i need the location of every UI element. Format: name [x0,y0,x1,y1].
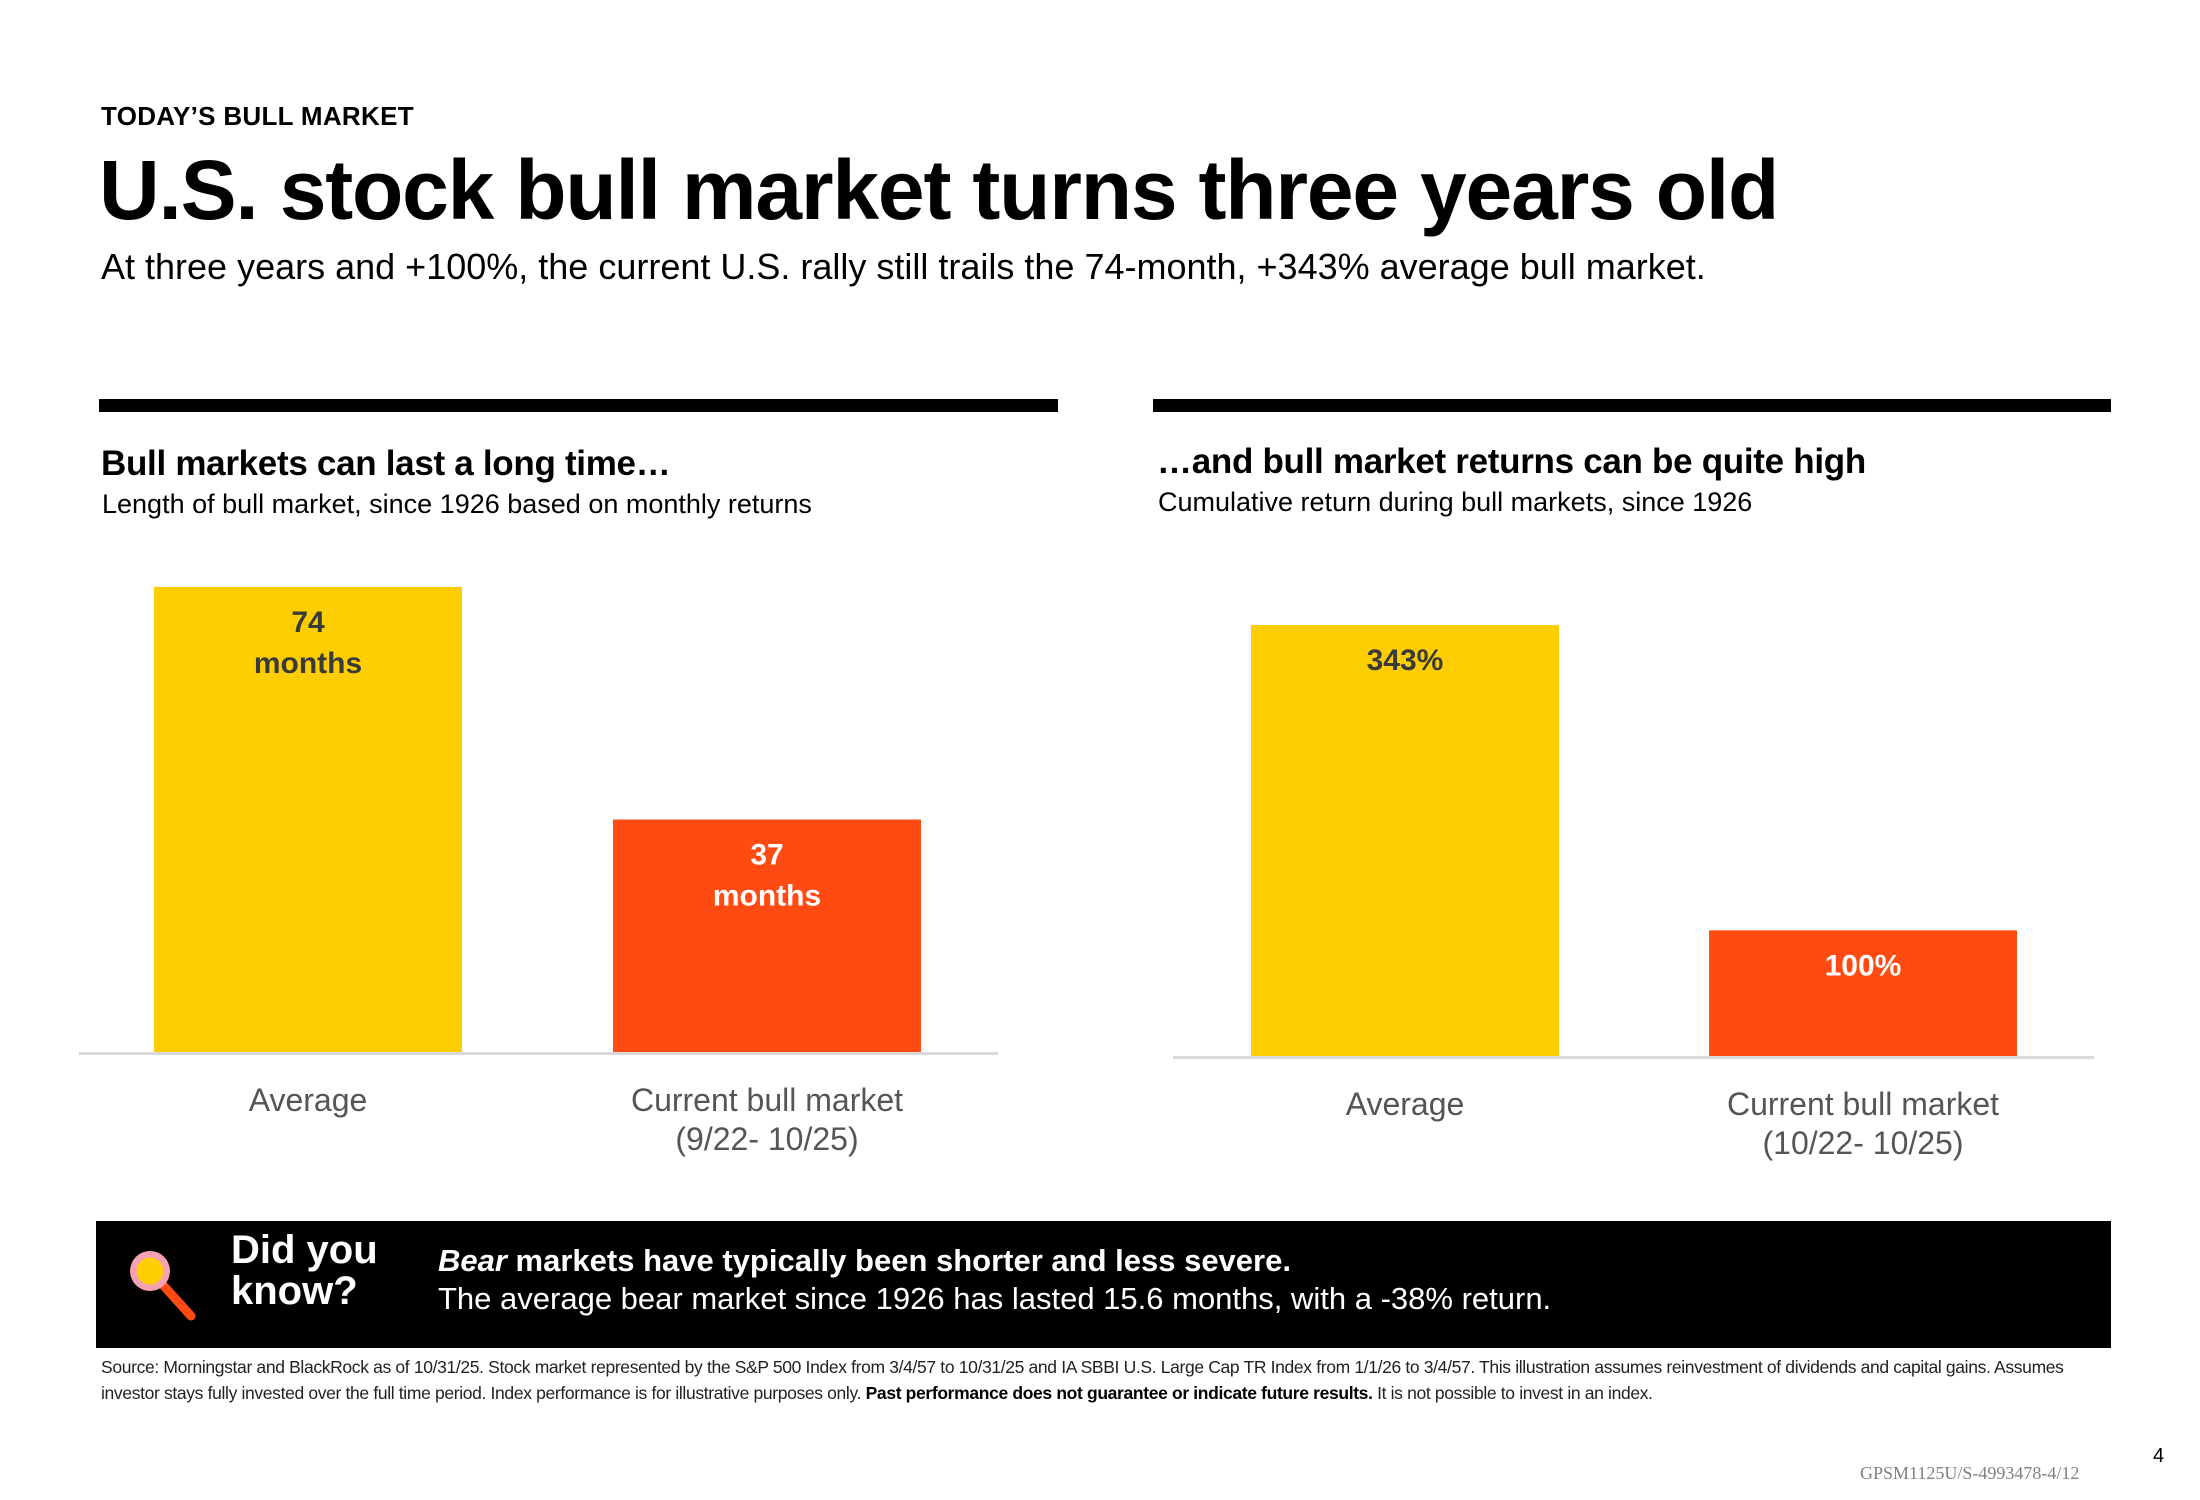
chart1-bar-average [154,587,462,1052]
right-chart-subtitle: Cumulative return during bull markets, s… [1158,487,1753,517]
magnifier-icon [130,1251,196,1321]
left-chart-title: Bull markets can last a long time… [101,444,671,483]
chart2-value-label-average: 343% [1367,644,1444,677]
left-chart-subtitle: Length of bull market, since 1926 based … [102,489,812,519]
footnote-text-end: It is not possible to invest in an index… [1372,1383,1653,1403]
chart1-category-label-average: Average [249,1082,368,1118]
footnote-text: Source: Morningstar and BlackRock as of … [101,1357,2064,1403]
did-you-know-headline-emphasis: Bear [438,1243,507,1278]
chart1-value-label-average: months [254,647,362,680]
source-footnote: Source: Morningstar and BlackRock as of … [101,1354,2111,1406]
page-title: U.S. stock bull market turns three years… [99,143,1779,237]
chart1-value-label-current: 37 [750,839,783,872]
page-subtitle: At three years and +100%, the current U.… [101,246,1706,287]
did-you-know-banner [96,1221,2111,1348]
did-you-know-body: The average bear market since 1926 has l… [438,1281,1552,1316]
chart1-value-label-average: 74 [291,606,325,639]
right-chart-title: …and bull market returns can be quite hi… [1157,442,1866,481]
chart1-category-label-current: Current bull market [631,1082,903,1118]
chart2-category-label-current: (10/22- 10/25) [1762,1125,1963,1161]
document-id: GPSM1125U/S-4993478-4/12 [1860,1463,2080,1483]
chart1-bar-current [613,819,921,1052]
did-you-know-title-line1: Did you [231,1228,378,1272]
chart2-category-label-average: Average [1346,1086,1465,1122]
chart2-bar-current [1709,930,2017,1056]
did-you-know-headline: Bear markets have typically been shorter… [438,1243,1291,1279]
chart1-value-label-current: months [713,880,821,913]
footnote-disclaimer: Past performance does not guarantee or i… [865,1383,1373,1403]
chart2-bar-average [1251,625,1559,1056]
chart1-category-label-current: (9/22- 10/25) [675,1121,858,1157]
chart2-value-label-current: 100% [1825,949,1902,982]
section-kicker: TODAY’S BULL MARKET [101,101,414,131]
did-you-know-title-line2: know? [231,1268,358,1313]
right-panel-divider [1153,399,2111,412]
left-panel-divider [99,399,1058,412]
did-you-know-headline-rest: markets have typically been shorter and … [506,1243,1291,1278]
chart2-category-label-current: Current bull market [1727,1086,1999,1122]
did-you-know-title: Did you know? [231,1230,378,1312]
page-number: 4 [2153,1445,2165,1467]
